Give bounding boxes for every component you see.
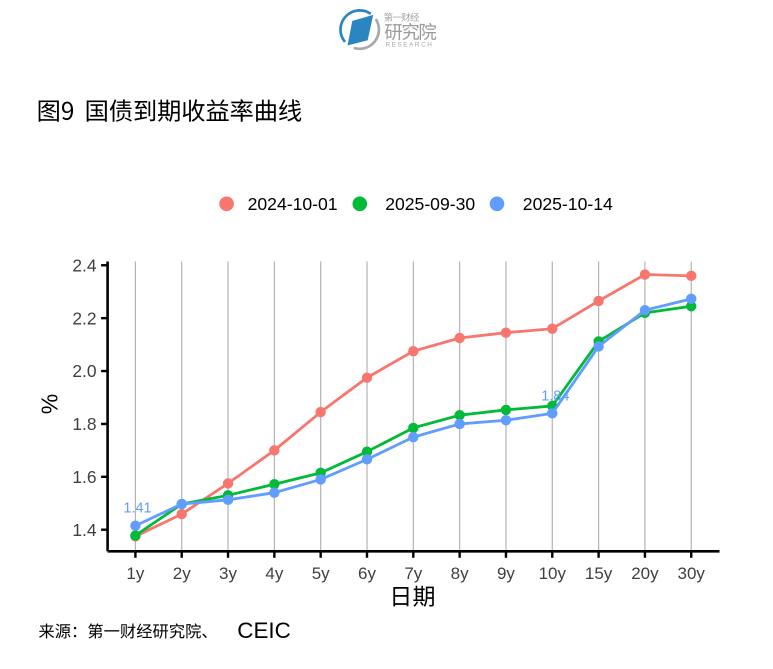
svg-text:1.6: 1.6 — [72, 467, 96, 487]
svg-text:30y: 30y — [678, 564, 706, 583]
svg-text:1.4: 1.4 — [72, 520, 97, 540]
svg-text:1.84: 1.84 — [541, 389, 569, 405]
svg-text:5y: 5y — [312, 564, 330, 583]
svg-text:RESEARCH: RESEARCH — [386, 42, 434, 49]
svg-text:10y: 10y — [539, 564, 567, 583]
svg-text:20y: 20y — [631, 564, 659, 583]
svg-text:%: % — [37, 394, 63, 414]
svg-text:2.4: 2.4 — [72, 255, 97, 275]
svg-text:2.2: 2.2 — [72, 308, 96, 328]
svg-text:1.8: 1.8 — [72, 414, 96, 434]
svg-text:1.41: 1.41 — [123, 501, 151, 517]
svg-text:2025-09-30: 2025-09-30 — [385, 194, 475, 214]
svg-text:4y: 4y — [265, 564, 283, 583]
svg-text:2025-10-14: 2025-10-14 — [523, 194, 613, 214]
svg-text:6y: 6y — [358, 564, 376, 583]
svg-text:1y: 1y — [126, 564, 144, 583]
svg-text:3y: 3y — [219, 564, 237, 583]
svg-text:CEIC: CEIC — [237, 618, 290, 643]
svg-text:8y: 8y — [451, 564, 469, 583]
svg-text:2024-10-01: 2024-10-01 — [248, 194, 338, 214]
svg-text:7y: 7y — [404, 564, 422, 583]
svg-text:9y: 9y — [497, 564, 515, 583]
svg-text:2y: 2y — [173, 564, 191, 583]
svg-text:2.0: 2.0 — [72, 361, 96, 381]
svg-text:15y: 15y — [585, 564, 613, 583]
